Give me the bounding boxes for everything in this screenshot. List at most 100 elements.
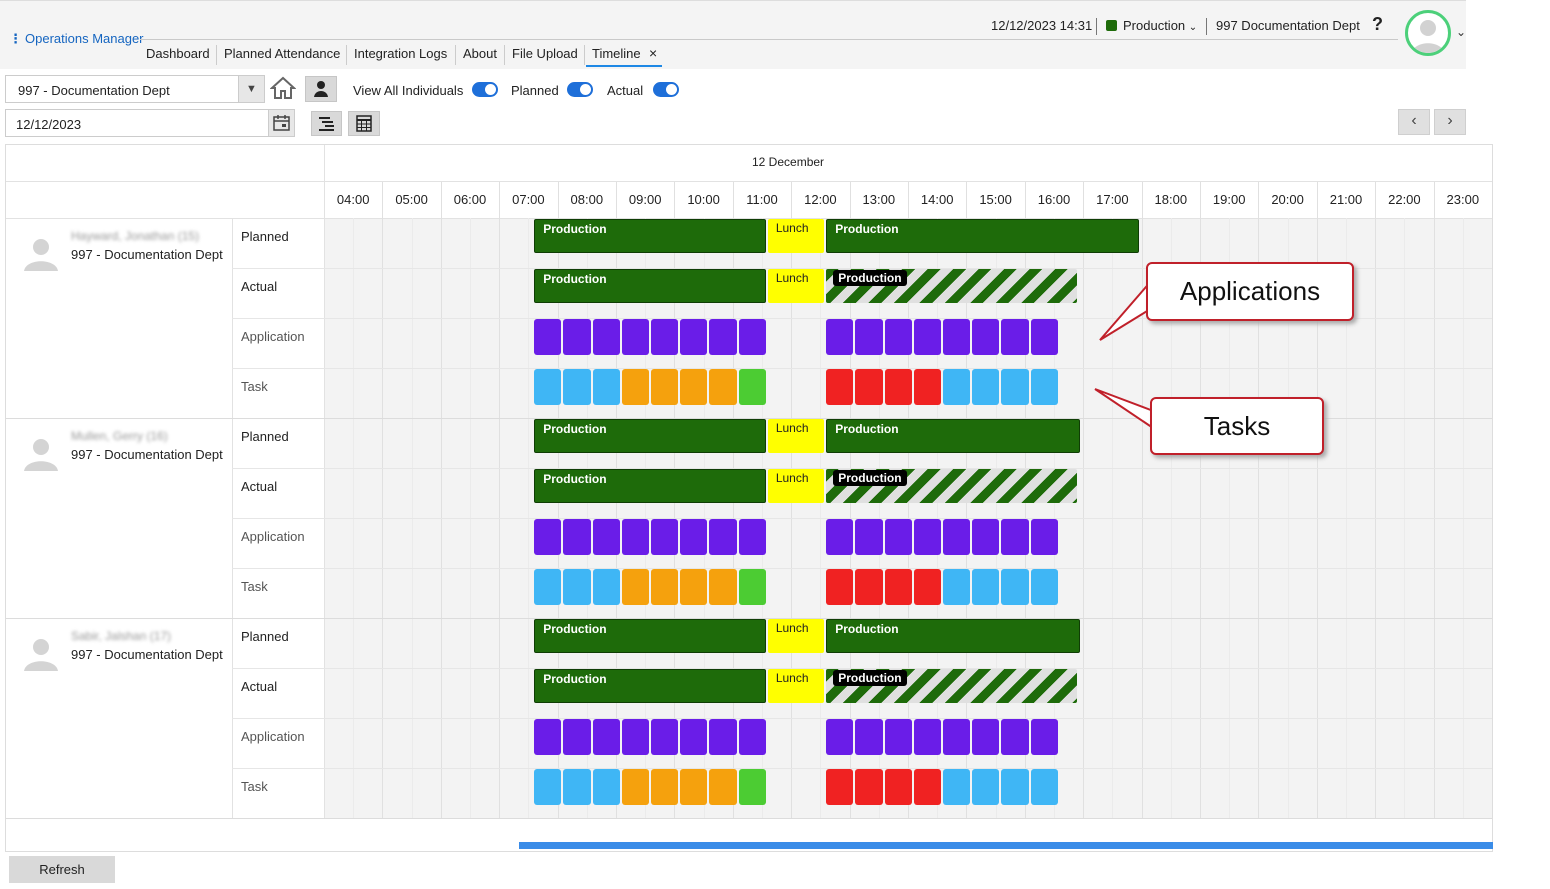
actual-production-in-progress-bar[interactable]: Production: [826, 469, 1078, 503]
task-block[interactable]: [709, 569, 737, 605]
planned-lunch-bar[interactable]: Lunch: [767, 419, 825, 453]
tab-dashboard[interactable]: Dashboard: [146, 46, 210, 61]
tab-file-upload[interactable]: File Upload: [512, 46, 578, 61]
close-tab-icon[interactable]: ×: [649, 45, 658, 61]
application-block[interactable]: [855, 719, 883, 755]
application-block[interactable]: [651, 319, 679, 355]
application-block[interactable]: [651, 719, 679, 755]
task-block[interactable]: [651, 369, 679, 405]
task-block[interactable]: [592, 569, 620, 605]
task-block[interactable]: [943, 769, 971, 805]
task-block[interactable]: [826, 369, 854, 405]
task-block[interactable]: [592, 369, 620, 405]
task-block[interactable]: [1001, 769, 1029, 805]
view-all-toggle[interactable]: [472, 82, 498, 97]
application-block[interactable]: [943, 519, 971, 555]
planned-production-bar[interactable]: Production: [534, 619, 766, 653]
task-block[interactable]: [826, 769, 854, 805]
task-block[interactable]: [913, 769, 942, 805]
application-block[interactable]: [651, 519, 679, 555]
tab-about[interactable]: About: [463, 46, 497, 61]
task-block[interactable]: [651, 569, 679, 605]
application-block[interactable]: [884, 319, 912, 355]
help-icon[interactable]: ?: [1372, 14, 1383, 34]
actual-toggle[interactable]: [653, 82, 679, 97]
application-block[interactable]: [972, 319, 1000, 355]
application-block[interactable]: [943, 719, 971, 755]
task-block[interactable]: [738, 569, 766, 605]
task-block[interactable]: [563, 569, 591, 605]
application-block[interactable]: [738, 319, 766, 355]
actual-lunch-bar[interactable]: Lunch: [767, 269, 825, 303]
actual-production-bar[interactable]: Production: [534, 469, 766, 503]
task-block[interactable]: [563, 769, 591, 805]
next-day-button[interactable]: ›: [1434, 109, 1466, 135]
planned-production-bar[interactable]: Production: [826, 219, 1139, 253]
actual-production-bar[interactable]: Production: [534, 669, 766, 703]
application-block[interactable]: [534, 519, 562, 555]
dropdown-arrow-icon[interactable]: ▼: [238, 75, 265, 103]
application-block[interactable]: [972, 519, 1000, 555]
actual-lunch-bar[interactable]: Lunch: [767, 669, 825, 703]
task-block[interactable]: [534, 769, 562, 805]
tab-timeline[interactable]: Timeline: [586, 45, 662, 67]
application-block[interactable]: [709, 319, 737, 355]
task-block[interactable]: [1030, 769, 1058, 805]
task-block[interactable]: [943, 369, 971, 405]
application-block[interactable]: [621, 719, 650, 755]
application-block[interactable]: [913, 719, 942, 755]
application-block[interactable]: [621, 519, 650, 555]
application-block[interactable]: [592, 719, 620, 755]
task-block[interactable]: [680, 769, 708, 805]
department-dropdown[interactable]: 997 - Documentation Dept: [5, 75, 265, 103]
application-block[interactable]: [680, 319, 708, 355]
planned-production-bar[interactable]: Production: [826, 419, 1081, 453]
application-block[interactable]: [972, 719, 1000, 755]
person-filter-button[interactable]: [305, 76, 337, 102]
tab-planned-attendance[interactable]: Planned Attendance: [224, 46, 341, 61]
application-block[interactable]: [563, 719, 591, 755]
actual-production-in-progress-bar[interactable]: Production: [826, 269, 1078, 303]
task-block[interactable]: [738, 369, 766, 405]
application-block[interactable]: [826, 319, 854, 355]
application-block[interactable]: [1030, 319, 1058, 355]
task-block[interactable]: [563, 369, 591, 405]
application-block[interactable]: [1030, 519, 1058, 555]
task-block[interactable]: [680, 369, 708, 405]
task-block[interactable]: [972, 769, 1000, 805]
task-block[interactable]: [943, 569, 971, 605]
application-block[interactable]: [884, 719, 912, 755]
application-block[interactable]: [738, 519, 766, 555]
task-block[interactable]: [709, 369, 737, 405]
planned-lunch-bar[interactable]: Lunch: [767, 619, 825, 653]
application-block[interactable]: [680, 519, 708, 555]
task-block[interactable]: [1001, 369, 1029, 405]
activity-selector[interactable]: Production ⌄: [1106, 18, 1197, 33]
application-block[interactable]: [855, 519, 883, 555]
task-block[interactable]: [534, 369, 562, 405]
task-block[interactable]: [1030, 369, 1058, 405]
menu-dots-icon[interactable]: ⋮: [9, 31, 22, 46]
home-button[interactable]: [269, 75, 297, 101]
task-block[interactable]: [855, 369, 883, 405]
task-block[interactable]: [709, 769, 737, 805]
application-block[interactable]: [826, 519, 854, 555]
application-block[interactable]: [913, 319, 942, 355]
application-block[interactable]: [621, 319, 650, 355]
task-block[interactable]: [680, 569, 708, 605]
application-block[interactable]: [709, 719, 737, 755]
application-block[interactable]: [563, 319, 591, 355]
calendar-button[interactable]: [268, 109, 295, 137]
task-block[interactable]: [738, 769, 766, 805]
application-block[interactable]: [913, 519, 942, 555]
application-block[interactable]: [534, 319, 562, 355]
planned-production-bar[interactable]: Production: [826, 619, 1081, 653]
application-block[interactable]: [738, 719, 766, 755]
planned-production-bar[interactable]: Production: [534, 219, 766, 253]
grid-view-button[interactable]: [348, 111, 380, 136]
tab-integration-logs[interactable]: Integration Logs: [354, 46, 448, 61]
application-block[interactable]: [1001, 319, 1029, 355]
application-block[interactable]: [826, 719, 854, 755]
application-block[interactable]: [1030, 719, 1058, 755]
task-block[interactable]: [884, 569, 912, 605]
